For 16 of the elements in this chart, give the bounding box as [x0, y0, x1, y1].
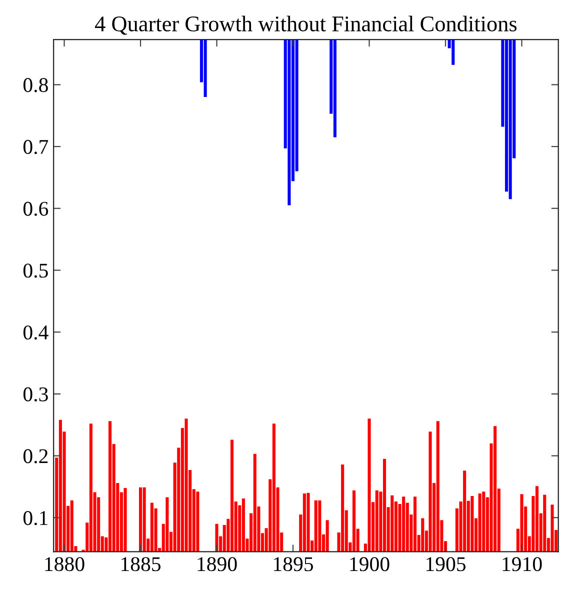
y-tick-label: 0.1	[23, 511, 48, 526]
x-tick-label: 1895	[274, 557, 314, 572]
x-tick-label: 1900	[350, 557, 390, 572]
y-tick-label: 0.5	[23, 264, 48, 278]
x-tick-label: 1880	[45, 557, 84, 572]
y-tick-label: 0.3	[23, 387, 48, 402]
y-tick-label: 0.7	[23, 140, 48, 154]
x-tick-label: 1885	[122, 557, 161, 572]
x-tick-label: 1905	[426, 557, 466, 572]
x-tick-label: 1890	[198, 557, 237, 572]
y-tick-label: 0.6	[23, 202, 48, 216]
y-tick-label: 0.4	[23, 325, 48, 340]
x-tick-label: 1910	[502, 557, 542, 572]
y-tick-label: 0.2	[23, 449, 48, 464]
chart-title: 4 Quarter Growth without Financial Conditions	[95, 16, 517, 35]
y-tick-label: 0.8	[23, 78, 48, 92]
